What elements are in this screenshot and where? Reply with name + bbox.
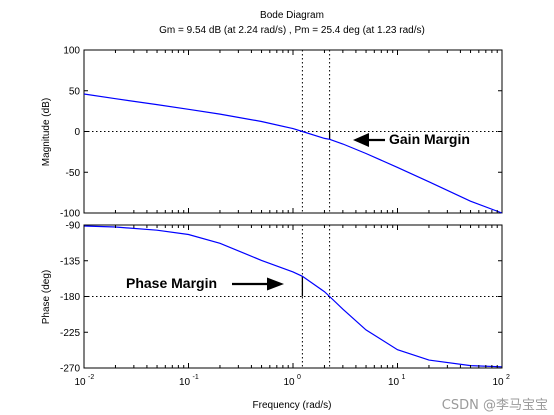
y-tick-label: -225 (60, 328, 80, 339)
y-tick-label: -100 (60, 209, 80, 220)
y-tick-label: -270 (60, 364, 80, 375)
y-tick-label: -135 (60, 256, 80, 267)
y-tick-label: -180 (60, 292, 80, 303)
x-tick-label: 10 (388, 377, 400, 388)
gain-margin-arrowhead (353, 133, 369, 147)
phase-ylabel: Phase (deg) (41, 270, 52, 324)
x-axis-label: Frequency (rad/s) (253, 400, 332, 411)
x-tick-exponent: 1 (402, 374, 406, 381)
magnitude-x-ticks (83, 50, 503, 213)
x-tick-exponent: 0 (297, 374, 301, 381)
watermark: CSDN @李马宝宝 (441, 398, 548, 413)
chart-subtitle: Gm = 9.54 dB (at 2.24 rad/s) , Pm = 25.4… (159, 25, 425, 36)
x-tick-exponent: -2 (88, 374, 94, 381)
chart-title: Bode Diagram (260, 10, 324, 21)
magnitude-panel: 100 50 0 -50 -100 Magnitude (dB) Gain Margin (41, 46, 503, 220)
x-tick-label: 10 (74, 377, 86, 388)
y-tick-label: -90 (66, 221, 81, 232)
y-tick-label: 100 (63, 46, 80, 57)
phase-panel: -90-135-180-225-270 10 -2 10 -1 10 0 10 1 10 2 Ph… (41, 221, 510, 389)
y-tick-label: 50 (69, 86, 81, 97)
magnitude-curve (83, 93, 503, 214)
x-tick-label: 10 (283, 377, 295, 388)
x-tick-label: 10 (492, 377, 504, 388)
gain-margin-annotation: Gain Margin (353, 131, 470, 147)
phase-guides (84, 225, 502, 368)
phase-y-ticks: -90 -135 -180 -225 -270 (60, 221, 502, 375)
y-tick-label: 0 (74, 127, 80, 138)
phase-x-ticks: 10 -2 10 -1 10 0 10 1 10 2 (74, 225, 510, 388)
phase-margin-label: Phase Margin (126, 275, 217, 291)
y-tick-label: -50 (66, 168, 81, 179)
x-tick-exponent: 2 (506, 374, 510, 381)
x-tick-exponent: -1 (193, 374, 199, 381)
gain-margin-label: Gain Margin (389, 131, 470, 147)
phase-curve (83, 225, 503, 368)
x-tick-label: 10 (179, 377, 191, 388)
phase-margin-arrowhead (267, 277, 284, 291)
phase-margin-annotation: Phase Margin (126, 275, 284, 291)
magnitude-ylabel: Magnitude (dB) (41, 98, 52, 166)
